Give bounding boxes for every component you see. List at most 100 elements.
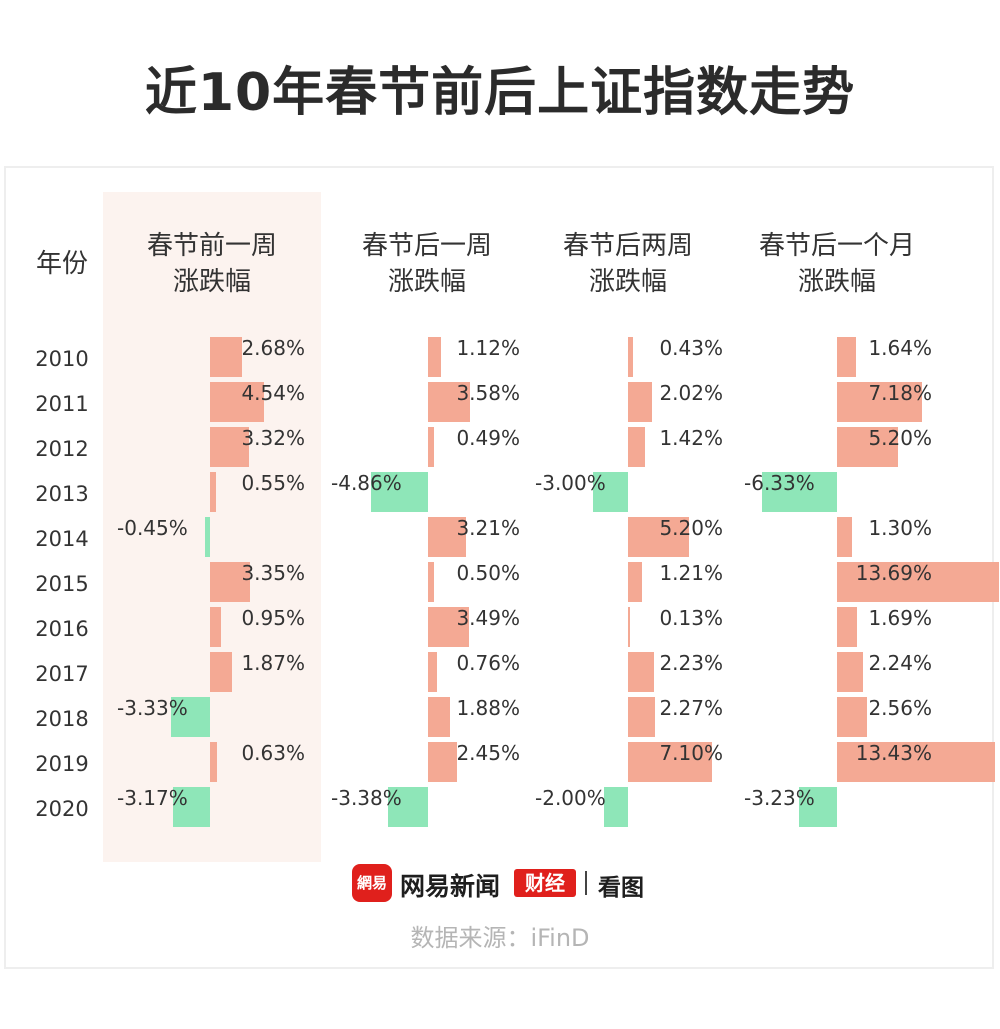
chart-title: 近10年春节前后上证指数走势 xyxy=(144,63,856,123)
bar-s2-2013 xyxy=(592,472,628,512)
bar-s2-2019 xyxy=(628,742,712,782)
value-label-s2-2013: -3.00% xyxy=(535,471,606,495)
bar-s2-2017 xyxy=(628,652,655,692)
bar-s0-2012 xyxy=(210,427,250,467)
value-label-s0-2011: 4.54% xyxy=(241,381,305,405)
year-label-2013: 2013 xyxy=(35,482,89,506)
bar-s0-2018 xyxy=(170,697,210,737)
bar-s3-2012 xyxy=(837,427,899,467)
value-label-s0-2010: 2.68% xyxy=(241,336,305,360)
bar-s1-2010 xyxy=(428,337,442,377)
bar-s3-2013 xyxy=(762,472,837,512)
brand-logo: 網易 网易新闻 财经 看图 xyxy=(0,864,1000,904)
bar-s3-2011 xyxy=(837,382,922,422)
year-label-2015: 2015 xyxy=(35,572,89,596)
value-label-s1-2010: 1.12% xyxy=(456,336,520,360)
value-label-s1-2012: 0.49% xyxy=(456,426,520,450)
year-label-2014: 2014 xyxy=(35,527,89,551)
value-label-s2-2016: 0.13% xyxy=(659,606,723,630)
value-label-s1-2019: 2.45% xyxy=(456,741,520,765)
bar-s1-2017 xyxy=(428,652,437,692)
netease-logo-icon: 網易 xyxy=(352,864,392,902)
value-label-s0-2017: 1.87% xyxy=(241,651,305,675)
value-label-s3-2016: 1.69% xyxy=(868,606,932,630)
year-label-2018: 2018 xyxy=(35,707,89,731)
bar-s1-2018 xyxy=(428,697,451,737)
year-label-2012: 2012 xyxy=(35,437,89,461)
value-label-s1-2017: 0.76% xyxy=(456,651,520,675)
bar-s0-2020 xyxy=(172,787,210,827)
value-label-s3-2013: -6.33% xyxy=(744,471,815,495)
value-label-s2-2014: 5.20% xyxy=(659,516,723,540)
bar-s0-2016 xyxy=(210,607,222,647)
value-label-s0-2016: 0.95% xyxy=(241,606,305,630)
bar-s2-2018 xyxy=(628,697,655,737)
logo-sub: 看图 xyxy=(598,875,644,901)
bar-s1-2020 xyxy=(388,787,428,827)
value-label-s3-2010: 1.64% xyxy=(868,336,932,360)
value-label-s3-2018: 2.56% xyxy=(868,696,932,720)
value-label-s3-2015: 13.69% xyxy=(855,561,932,585)
value-label-s3-2017: 2.24% xyxy=(868,651,932,675)
year-label-2010: 2010 xyxy=(35,347,89,371)
value-label-s3-2011: 7.18% xyxy=(868,381,932,405)
bar-s1-2016 xyxy=(428,607,470,647)
year-label-2011: 2011 xyxy=(35,392,89,416)
value-label-s1-2020: -3.38% xyxy=(331,786,402,810)
value-label-s2-2017: 2.23% xyxy=(659,651,723,675)
value-label-s0-2018: -3.33% xyxy=(117,696,188,720)
bar-s2-2015 xyxy=(628,562,643,602)
bar-s2-2014 xyxy=(628,517,690,557)
bar-s0-2011 xyxy=(210,382,264,422)
year-label-2016: 2016 xyxy=(35,617,89,641)
value-label-s2-2018: 2.27% xyxy=(659,696,723,720)
year-label-2017: 2017 xyxy=(35,662,89,686)
logo-tag: 财经 xyxy=(514,869,576,897)
value-label-s0-2019: 0.63% xyxy=(241,741,305,765)
value-label-s1-2016: 3.49% xyxy=(456,606,520,630)
bar-s0-2015 xyxy=(210,562,250,602)
bar-s0-2010 xyxy=(210,337,242,377)
value-label-s2-2010: 0.43% xyxy=(659,336,723,360)
bar-s2-2011 xyxy=(628,382,652,422)
bar-s1-2011 xyxy=(428,382,471,422)
value-label-s0-2014: -0.45% xyxy=(117,516,188,540)
year-label-2020: 2020 xyxy=(35,797,89,821)
value-label-s2-2019: 7.10% xyxy=(659,741,723,765)
bar-s0-2014 xyxy=(204,517,210,557)
header-post-week: 春节后一周 涨跌幅 xyxy=(361,231,492,297)
bar-s1-2015 xyxy=(428,562,434,602)
bar-s3-2015 xyxy=(837,562,999,602)
year-label-2019: 2019 xyxy=(35,752,89,776)
value-label-s3-2014: 1.30% xyxy=(868,516,932,540)
header-pre-week: 春节前一周 涨跌幅 xyxy=(146,231,277,297)
data-source: 数据来源：iFinD xyxy=(410,924,590,952)
value-label-s0-2012: 3.32% xyxy=(241,426,305,450)
bar-s3-2019 xyxy=(837,742,996,782)
bar-s1-2019 xyxy=(428,742,457,782)
bar-s3-2018 xyxy=(837,697,868,737)
bar-s3-2010 xyxy=(837,337,857,377)
bar-s1-2014 xyxy=(428,517,466,557)
bar-s1-2012 xyxy=(428,427,434,467)
bar-s3-2014 xyxy=(837,517,853,557)
value-label-s0-2013: 0.55% xyxy=(241,471,305,495)
bar-s2-2012 xyxy=(628,427,645,467)
value-label-s2-2015: 1.21% xyxy=(659,561,723,585)
value-label-s2-2011: 2.02% xyxy=(659,381,723,405)
logo-divider xyxy=(585,871,587,895)
value-label-s3-2012: 5.20% xyxy=(868,426,932,450)
value-label-s2-2012: 1.42% xyxy=(659,426,723,450)
value-label-s0-2020: -3.17% xyxy=(117,786,188,810)
header-year: 年份 xyxy=(35,249,88,279)
bar-s1-2013 xyxy=(370,472,428,512)
bar-s0-2017 xyxy=(210,652,233,692)
bar-s2-2020 xyxy=(604,787,628,827)
value-label-s0-2015: 3.35% xyxy=(241,561,305,585)
value-label-s3-2020: -3.23% xyxy=(744,786,815,810)
bar-s0-2019 xyxy=(210,742,218,782)
logo-name: 网易新闻 xyxy=(400,872,501,901)
value-label-s3-2019: 13.43% xyxy=(855,741,932,765)
value-label-s1-2018: 1.88% xyxy=(456,696,520,720)
bar-s3-2016 xyxy=(837,607,857,647)
